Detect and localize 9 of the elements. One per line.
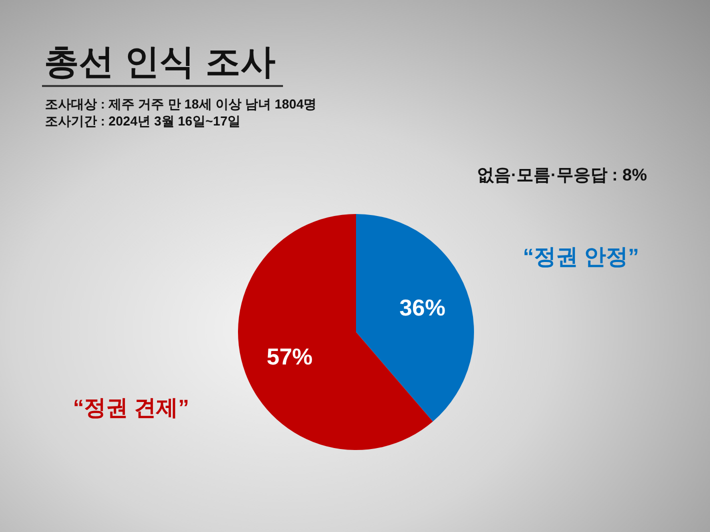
text: 없음·모름·무응답 : 8%	[477, 166, 647, 184]
data-label: 57%	[266, 344, 313, 370]
chart-title: 총선 인식 조사	[44, 42, 276, 82]
data-label: 36%	[399, 294, 446, 320]
slice-label: “정권 안정”	[522, 244, 640, 269]
chart-subtitle: 조사대상 : 제주 거주 만 18세 이상 남녀 1804명	[45, 96, 317, 112]
pie-slice	[356, 214, 474, 422]
slice-label: “정권 견제”	[72, 395, 190, 420]
text: 조사기간 : 2024년 3월 16일~17일	[45, 114, 240, 128]
